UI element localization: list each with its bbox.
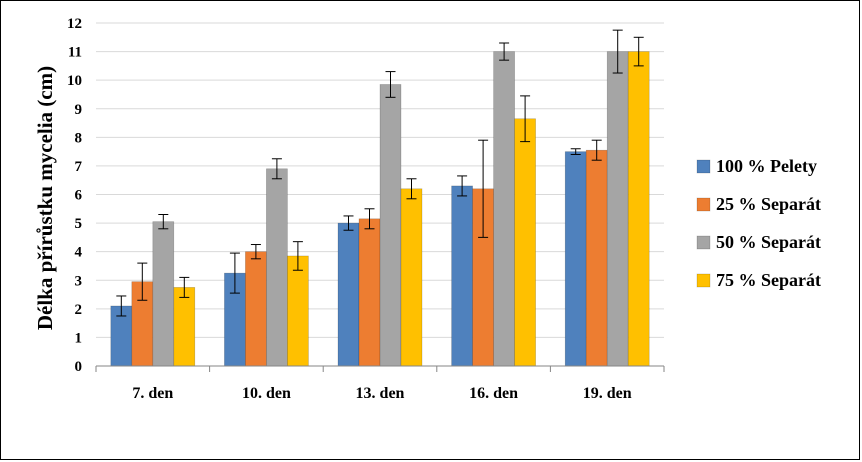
x-category-label: 19. den: [583, 385, 632, 402]
legend-swatch: [696, 235, 711, 250]
legend-label: 25 % Separát: [716, 194, 821, 214]
bar: [379, 84, 402, 367]
y-tick-label: 11: [68, 45, 82, 61]
bar: [337, 222, 360, 367]
y-axis-title: Délka přírůstku mycelia (cm): [33, 66, 57, 330]
bar: [173, 287, 196, 367]
y-tick-label: 5: [75, 216, 83, 232]
legend-swatch: [696, 159, 711, 174]
bar: [493, 51, 515, 367]
bar: [451, 185, 473, 367]
bar: [152, 221, 175, 367]
y-tick-label: 9: [75, 102, 83, 118]
bar: [358, 218, 381, 367]
axes: [95, 365, 665, 372]
y-tick-label: 8: [75, 130, 83, 146]
x-category-label: 13. den: [356, 385, 405, 402]
bar: [627, 51, 650, 367]
legend-swatch: [696, 273, 711, 288]
bar: [400, 188, 423, 367]
error-bars: [116, 29, 644, 317]
y-tick-label: 3: [75, 273, 83, 289]
bar: [287, 255, 309, 367]
x-category-label: 7. den: [132, 385, 173, 402]
legend-label: 50 % Separát: [716, 232, 821, 252]
y-tick-label: 4: [75, 245, 83, 261]
bar: [514, 118, 536, 367]
x-category-labels: 7. den 10. den 13. den 16. den 19. den: [132, 385, 631, 402]
y-tick-label: 6: [75, 188, 83, 204]
x-category-label: 10. den: [242, 385, 291, 402]
bar: [564, 151, 587, 367]
bar: [606, 51, 629, 367]
y-tick-label: 2: [75, 302, 83, 318]
y-tick-label: 7: [75, 159, 83, 175]
bar: [266, 168, 288, 367]
legend-label: 100 % Pelety: [716, 156, 817, 176]
y-tick-label: 1: [75, 330, 83, 346]
legend: 100 % Pelety 25 % Separát 50 % Separát 75 %…: [696, 156, 821, 290]
bar: [585, 149, 608, 367]
y-tick-label: 10: [67, 73, 82, 89]
bars: [110, 51, 650, 367]
y-tick-label: 12: [67, 16, 82, 32]
y-tick-label: 0: [75, 359, 83, 375]
legend-label: 75 % Separát: [716, 270, 821, 290]
legend-swatch: [696, 197, 711, 212]
bar: [245, 251, 267, 367]
x-category-label: 16. den: [469, 385, 518, 402]
